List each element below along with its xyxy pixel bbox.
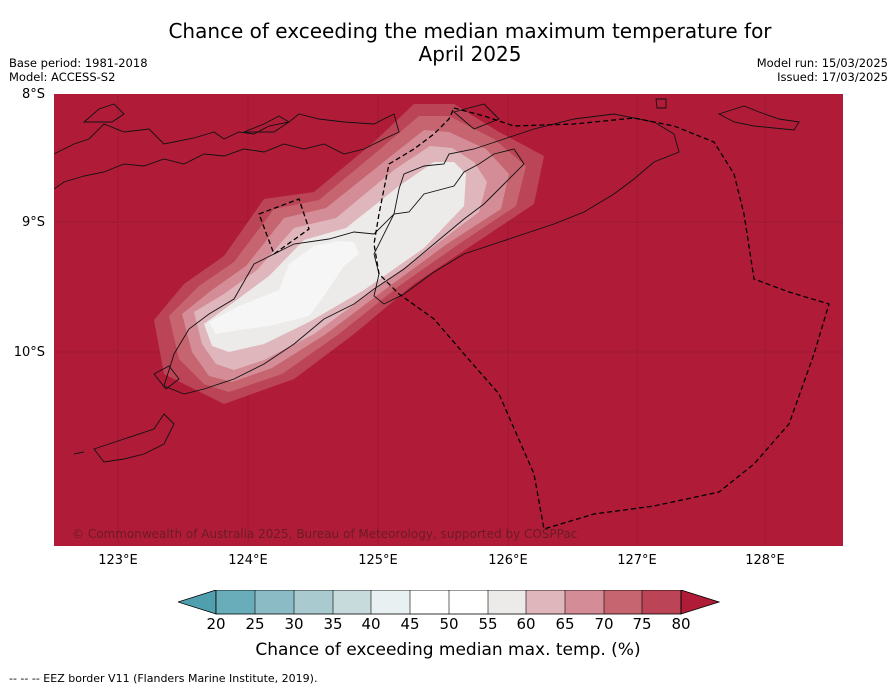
lat-label-9s: 9°S — [21, 215, 45, 230]
issued-date: Issued: 17/03/2025 — [777, 70, 888, 84]
colorbar-tick-55: 55 — [478, 615, 498, 633]
colorbar-bin-35-40 — [333, 590, 371, 614]
colorbar-above-arrow — [680, 590, 720, 615]
colorbar-tick-70: 70 — [594, 615, 614, 633]
colorbar-bin-70-75 — [604, 590, 642, 614]
colorbar-below-arrow — [178, 590, 217, 615]
lon-label-124e: 124°E — [228, 553, 268, 568]
colorbar-bin-40-45 — [371, 590, 410, 614]
colorbar-bin-30-35 — [294, 590, 333, 614]
base-period: Base period: 1981-2018 — [9, 56, 148, 70]
lon-label-128e: 128°E — [745, 553, 785, 568]
eez-border — [258, 107, 830, 530]
colorbar-bin-25-30 — [255, 590, 294, 614]
colorbar-tick-30: 30 — [284, 615, 304, 633]
colorbar-tick-65: 65 — [555, 615, 575, 633]
colorbar-bin-20-25 — [216, 590, 255, 614]
model-run: Model run: 15/03/2025 — [756, 56, 888, 70]
colorbar-bin-50-55 — [449, 590, 488, 614]
colorbar-title: Chance of exceeding median max. temp. (%… — [255, 640, 641, 660]
colorbar-bin-45-50 — [410, 590, 449, 614]
lon-label-126e: 126°E — [488, 553, 528, 568]
colorbar-tick-20: 20 — [206, 615, 226, 633]
colorbar-tick-25: 25 — [245, 615, 265, 633]
map-area — [54, 94, 843, 546]
colorbar-bin-55-60 — [488, 590, 526, 614]
colorbar-dividers — [254, 590, 643, 614]
colorbar — [178, 590, 720, 615]
colorbar-tick-45: 45 — [400, 615, 420, 633]
title-line-2: April 2025 — [418, 42, 522, 66]
coastlines — [54, 98, 800, 463]
map-title: Chance of exceeding the median maximum t… — [120, 20, 820, 66]
meta-right: Model run: 15/03/2025 Issued: 17/03/2025 — [757, 56, 888, 84]
colorbar-tick-35: 35 — [323, 615, 343, 633]
colorbar-tick-75: 75 — [632, 615, 652, 633]
eez-footnote: -- -- -- EEZ border V11 (Flanders Marine… — [9, 672, 318, 685]
colorbar-bin-75-80 — [642, 590, 681, 614]
colorbar-tick-60: 60 — [516, 615, 536, 633]
copyright-notice: © Commonwealth of Australia 2025, Bureau… — [72, 527, 578, 541]
colorbar-outline — [215, 590, 682, 615]
colorbar-bin-65-70 — [565, 590, 604, 614]
lat-label-8s: 8°S — [21, 87, 45, 102]
lon-label-127e: 127°E — [617, 553, 657, 568]
model-name: Model: ACCESS-S2 — [9, 70, 116, 84]
lat-label-10s: 10°S — [13, 345, 45, 360]
lon-label-125e: 125°E — [358, 553, 398, 568]
colorbar-bin-60-65 — [526, 590, 565, 614]
lon-label-123e: 123°E — [98, 553, 138, 568]
colorbar-tick-40: 40 — [361, 615, 381, 633]
title-line-1: Chance of exceeding the median maximum t… — [168, 19, 772, 43]
colorbar-tick-80: 80 — [671, 615, 691, 633]
map-svg — [54, 94, 843, 546]
meta-left: Base period: 1981-2018 Model: ACCESS-S2 — [9, 56, 148, 84]
colorbar-tick-50: 50 — [439, 615, 459, 633]
